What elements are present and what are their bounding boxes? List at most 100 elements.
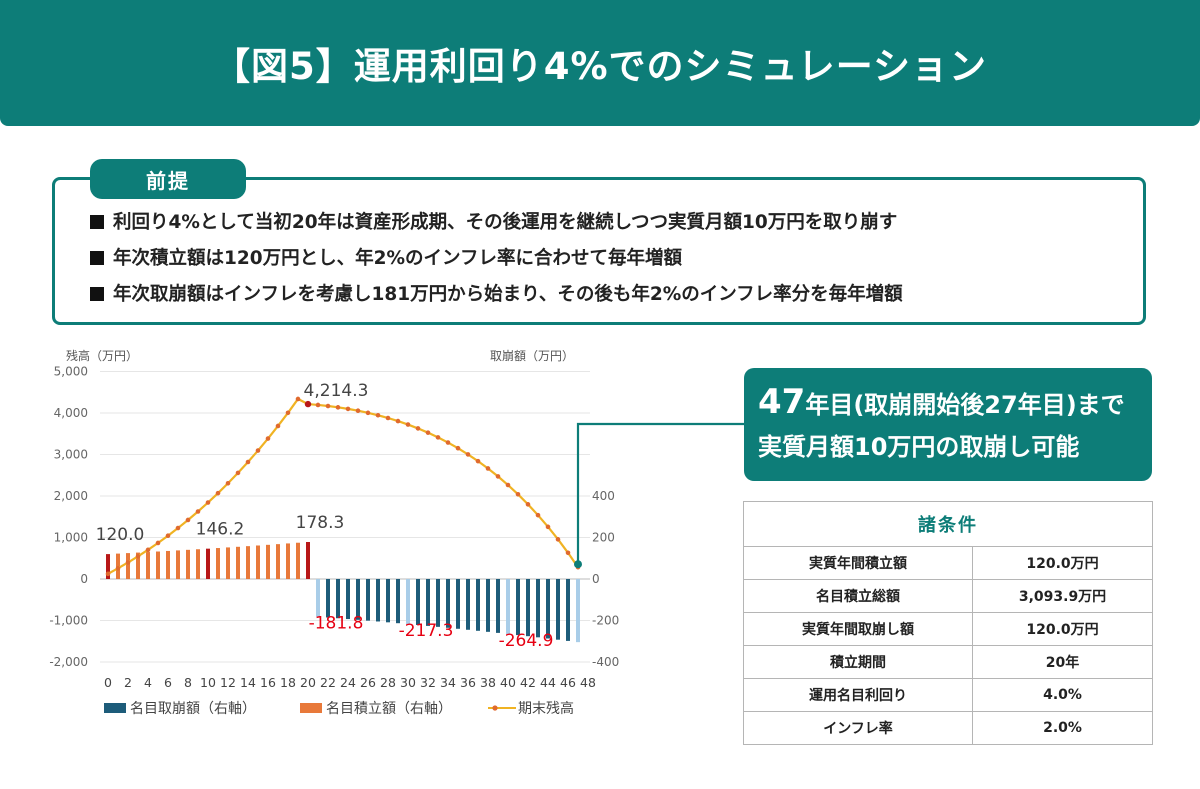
- balance-point: [245, 459, 251, 465]
- callout-line2: 実質月額10万円の取崩し可能: [758, 433, 1080, 461]
- balance-point: [355, 408, 361, 414]
- condition-label: 積立期間: [742, 645, 974, 679]
- balance-point: [285, 410, 291, 416]
- contribution-bar: [256, 545, 260, 579]
- condition-value: 3,093.9万円: [972, 579, 1153, 613]
- contribution-bar: [236, 546, 240, 579]
- x-tick-label: 28: [380, 675, 396, 690]
- balance-point: [515, 492, 521, 497]
- x-tick-label: 44: [540, 675, 556, 690]
- right-tick-label: 0: [592, 572, 600, 586]
- contribution-data-label: 120.0: [96, 525, 145, 545]
- balance-point: [105, 571, 111, 577]
- balance-point: [415, 426, 421, 431]
- premise-item-text: 利回り4%として当初20年は資産形成期、その後運用を継続しつつ実質月額10万円を…: [113, 212, 898, 233]
- balance-point: [525, 502, 531, 507]
- x-tick-label: 48: [580, 675, 596, 690]
- legend-marker-balance: [492, 705, 498, 711]
- balance-point: [205, 500, 211, 505]
- contribution-bar: [176, 550, 180, 579]
- callout-anchor-dot: [574, 560, 582, 569]
- contribution-bar: [156, 551, 160, 579]
- withdrawal-bar: [576, 579, 580, 643]
- withdrawal-bar: [396, 579, 400, 624]
- balance-point: [135, 554, 141, 559]
- callout-year: 47: [758, 382, 806, 422]
- balance-point: [365, 410, 371, 416]
- withdrawal-bar: [556, 579, 560, 640]
- condition-value: 20年: [972, 645, 1153, 679]
- withdrawal-bar: [496, 579, 500, 633]
- balance-point: [385, 415, 391, 421]
- balance-point: [545, 524, 551, 530]
- contribution-bar: [136, 552, 140, 579]
- balance-point: [485, 466, 491, 471]
- withdrawal-bar: [376, 579, 380, 622]
- condition-value: 120.0万円: [972, 546, 1153, 580]
- condition-label: 運用名目利回り: [742, 678, 974, 712]
- withdrawal-bar: [426, 579, 430, 626]
- x-tick-label: 14: [240, 675, 256, 690]
- condition-label: 実質年間取崩し額: [742, 612, 974, 646]
- premise-item-text: 年次積立額は120万円とし、年2%のインフレ率に合わせて毎年増額: [113, 248, 682, 269]
- withdrawal-bar: [316, 579, 320, 617]
- callout-box: 47年目(取崩開始後27年目)まで 実質月額10万円の取崩し可能: [744, 368, 1152, 481]
- withdrawal-bar: [446, 579, 450, 628]
- balance-point: [345, 406, 351, 412]
- table-row: 実質年間積立額 120.0万円: [742, 546, 1153, 580]
- contribution-bar: [296, 542, 300, 579]
- left-tick-label: 4,000: [54, 406, 88, 420]
- balance-point: [435, 435, 441, 440]
- balance-point: [125, 560, 131, 565]
- legend-label-contribution: 名目積立額（右軸）: [326, 701, 452, 717]
- balance-point: [115, 566, 121, 571]
- condition-value: 4.0%: [972, 678, 1153, 712]
- balance-point: [495, 474, 501, 479]
- left-tick-label: 5,000: [54, 365, 88, 379]
- condition-label: インフレ率: [742, 711, 974, 745]
- balance-point: [315, 402, 321, 408]
- x-tick-label: 22: [320, 675, 336, 690]
- x-tick-label: 24: [340, 675, 356, 690]
- balance-point: [425, 430, 431, 435]
- balance-point: [175, 525, 181, 531]
- x-tick-label: 40: [500, 675, 516, 690]
- left-tick-label: 0: [80, 572, 88, 586]
- contribution-bar: [206, 548, 210, 579]
- balance-point: [325, 403, 331, 409]
- x-tick-label: 18: [280, 675, 296, 690]
- balance-point: [445, 440, 451, 445]
- balance-data-label: 4,214.3: [304, 381, 369, 401]
- withdrawal-bar: [326, 579, 330, 618]
- x-tick-label: 10: [200, 675, 216, 690]
- premise-item: 利回り4%として当初20年は資産形成期、その後運用を継続しつつ実質月額10万円を…: [90, 208, 903, 244]
- withdrawal-bar: [466, 579, 470, 630]
- x-tick-label: 36: [460, 675, 476, 690]
- withdrawal-bar: [526, 579, 530, 637]
- balance-point: [155, 540, 161, 546]
- withdrawal-bar: [506, 579, 510, 634]
- x-tick-label: 26: [360, 675, 376, 690]
- balance-point: [395, 418, 401, 424]
- balance-point: [535, 512, 541, 518]
- square-bullet-icon: [90, 287, 104, 301]
- left-tick-label: -2,000: [49, 655, 88, 669]
- withdrawal-data-label: -264.9: [499, 631, 554, 651]
- contribution-bar: [166, 550, 170, 579]
- balance-point: [565, 550, 571, 556]
- balance-point: [465, 452, 471, 457]
- withdrawal-bar: [366, 579, 370, 621]
- contribution-bar: [276, 544, 280, 579]
- square-bullet-icon: [90, 251, 104, 265]
- table-row: 名目積立総額 3,093.9万円: [742, 579, 1153, 613]
- withdrawal-bar: [336, 579, 340, 619]
- contribution-bar: [216, 548, 220, 579]
- legend-label-balance: 期末残高: [518, 700, 574, 717]
- balance-point: [215, 490, 221, 496]
- balance-point: [455, 445, 461, 451]
- balance-point: [405, 422, 411, 427]
- withdrawal-bar: [476, 579, 480, 631]
- withdrawal-bar: [416, 579, 420, 625]
- withdrawal-bar: [356, 579, 360, 620]
- contribution-bar: [306, 542, 310, 579]
